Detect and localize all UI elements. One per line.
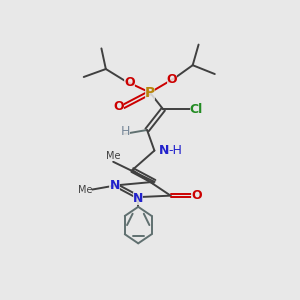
- Text: O: O: [191, 189, 202, 202]
- Text: N: N: [159, 144, 169, 157]
- Text: O: O: [124, 76, 135, 89]
- Text: H: H: [120, 125, 130, 138]
- Text: O: O: [167, 73, 177, 86]
- Text: O: O: [113, 100, 124, 113]
- Text: P: P: [145, 85, 155, 100]
- Text: Cl: Cl: [190, 103, 203, 116]
- Text: Me: Me: [78, 185, 92, 195]
- Text: -H: -H: [169, 144, 183, 157]
- Text: N: N: [133, 192, 143, 205]
- Text: N: N: [110, 179, 120, 192]
- Text: Me: Me: [106, 152, 120, 161]
